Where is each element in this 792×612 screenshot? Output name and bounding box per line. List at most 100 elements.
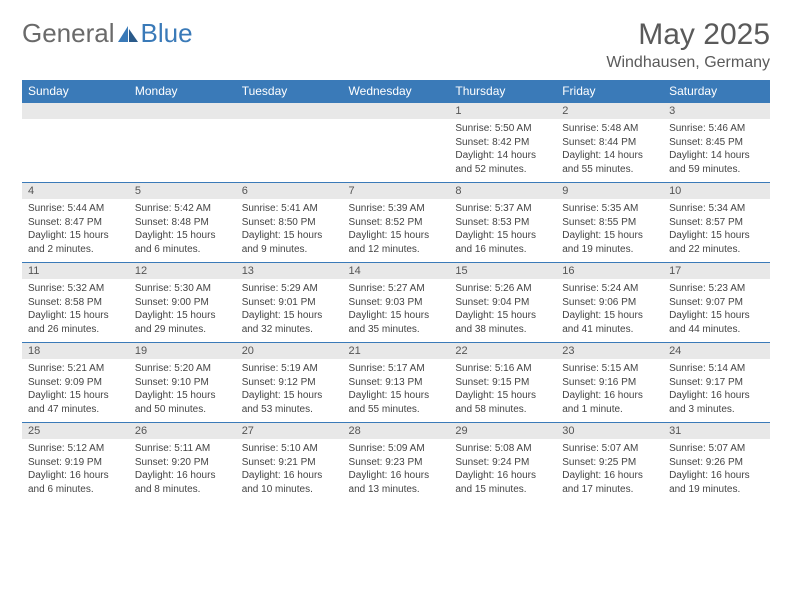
sunrise-text: Sunrise: 5:39 AM: [349, 202, 444, 216]
day-content-cell: Sunrise: 5:20 AMSunset: 9:10 PMDaylight:…: [129, 359, 236, 423]
day-content-cell: Sunrise: 5:29 AMSunset: 9:01 PMDaylight:…: [236, 279, 343, 343]
daylight2-text: and 15 minutes.: [455, 483, 550, 497]
daylight1-text: Daylight: 15 hours: [455, 229, 550, 243]
sunrise-text: Sunrise: 5:17 AM: [349, 362, 444, 376]
day-content-cell: Sunrise: 5:15 AMSunset: 9:16 PMDaylight:…: [556, 359, 663, 423]
sunrise-text: Sunrise: 5:07 AM: [562, 442, 657, 456]
daylight1-text: Daylight: 14 hours: [562, 149, 657, 163]
day-number-cell: 23: [556, 343, 663, 360]
logo-text-general: General: [22, 18, 115, 49]
daylight1-text: Daylight: 16 hours: [28, 469, 123, 483]
sunrise-text: Sunrise: 5:12 AM: [28, 442, 123, 456]
calendar-table: Sunday Monday Tuesday Wednesday Thursday…: [22, 80, 770, 502]
day-number-cell: 3: [663, 103, 770, 120]
day-content-cell: Sunrise: 5:19 AMSunset: 9:12 PMDaylight:…: [236, 359, 343, 423]
daylight1-text: Daylight: 15 hours: [28, 229, 123, 243]
daylight1-text: Daylight: 16 hours: [669, 389, 764, 403]
daylight1-text: Daylight: 14 hours: [455, 149, 550, 163]
day-number-cell: 18: [22, 343, 129, 360]
sunrise-text: Sunrise: 5:41 AM: [242, 202, 337, 216]
day-content-row: Sunrise: 5:44 AMSunset: 8:47 PMDaylight:…: [22, 199, 770, 263]
day-content-row: Sunrise: 5:12 AMSunset: 9:19 PMDaylight:…: [22, 439, 770, 502]
day-content-cell: Sunrise: 5:48 AMSunset: 8:44 PMDaylight:…: [556, 119, 663, 183]
sunrise-text: Sunrise: 5:07 AM: [669, 442, 764, 456]
daylight1-text: Daylight: 16 hours: [455, 469, 550, 483]
day-number-cell: 13: [236, 263, 343, 280]
day-content-cell: Sunrise: 5:30 AMSunset: 9:00 PMDaylight:…: [129, 279, 236, 343]
daylight2-text: and 22 minutes.: [669, 243, 764, 257]
daylight1-text: Daylight: 15 hours: [349, 309, 444, 323]
day-header: Tuesday: [236, 80, 343, 103]
day-header: Saturday: [663, 80, 770, 103]
daylight1-text: Daylight: 16 hours: [669, 469, 764, 483]
sunset-text: Sunset: 8:53 PM: [455, 216, 550, 230]
day-content-cell: [129, 119, 236, 183]
day-content-cell: Sunrise: 5:16 AMSunset: 9:15 PMDaylight:…: [449, 359, 556, 423]
sunrise-text: Sunrise: 5:29 AM: [242, 282, 337, 296]
month-title: May 2025: [606, 18, 770, 52]
sunrise-text: Sunrise: 5:44 AM: [28, 202, 123, 216]
sunset-text: Sunset: 9:20 PM: [135, 456, 230, 470]
day-content-cell: Sunrise: 5:42 AMSunset: 8:48 PMDaylight:…: [129, 199, 236, 263]
sunset-text: Sunset: 9:25 PM: [562, 456, 657, 470]
daylight1-text: Daylight: 15 hours: [28, 309, 123, 323]
sunrise-text: Sunrise: 5:20 AM: [135, 362, 230, 376]
sunrise-text: Sunrise: 5:14 AM: [669, 362, 764, 376]
logo: General Blue: [22, 18, 193, 49]
daylight1-text: Daylight: 16 hours: [349, 469, 444, 483]
sunset-text: Sunset: 8:55 PM: [562, 216, 657, 230]
daylight1-text: Daylight: 15 hours: [242, 309, 337, 323]
sunset-text: Sunset: 9:19 PM: [28, 456, 123, 470]
day-number-cell: 9: [556, 183, 663, 200]
day-header: Monday: [129, 80, 236, 103]
sunrise-text: Sunrise: 5:34 AM: [669, 202, 764, 216]
day-content-cell: Sunrise: 5:12 AMSunset: 9:19 PMDaylight:…: [22, 439, 129, 502]
day-number-cell: 20: [236, 343, 343, 360]
sunset-text: Sunset: 9:07 PM: [669, 296, 764, 310]
day-content-cell: Sunrise: 5:17 AMSunset: 9:13 PMDaylight:…: [343, 359, 450, 423]
sunset-text: Sunset: 8:57 PM: [669, 216, 764, 230]
day-header: Wednesday: [343, 80, 450, 103]
day-number-cell: 11: [22, 263, 129, 280]
daylight1-text: Daylight: 15 hours: [242, 389, 337, 403]
daylight2-text: and 47 minutes.: [28, 403, 123, 417]
sunset-text: Sunset: 8:50 PM: [242, 216, 337, 230]
daylight2-text: and 44 minutes.: [669, 323, 764, 337]
sunrise-text: Sunrise: 5:46 AM: [669, 122, 764, 136]
day-content-row: Sunrise: 5:50 AMSunset: 8:42 PMDaylight:…: [22, 119, 770, 183]
day-content-cell: Sunrise: 5:14 AMSunset: 9:17 PMDaylight:…: [663, 359, 770, 423]
day-number-cell: 15: [449, 263, 556, 280]
sunset-text: Sunset: 9:03 PM: [349, 296, 444, 310]
day-content-row: Sunrise: 5:32 AMSunset: 8:58 PMDaylight:…: [22, 279, 770, 343]
day-number-cell: [22, 103, 129, 120]
sunset-text: Sunset: 9:16 PM: [562, 376, 657, 390]
daylight2-text: and 29 minutes.: [135, 323, 230, 337]
day-content-cell: Sunrise: 5:27 AMSunset: 9:03 PMDaylight:…: [343, 279, 450, 343]
sunrise-text: Sunrise: 5:15 AM: [562, 362, 657, 376]
sunset-text: Sunset: 9:26 PM: [669, 456, 764, 470]
day-number-row: 11121314151617: [22, 263, 770, 280]
daylight2-text: and 58 minutes.: [455, 403, 550, 417]
sunset-text: Sunset: 9:17 PM: [669, 376, 764, 390]
sunset-text: Sunset: 9:09 PM: [28, 376, 123, 390]
sunrise-text: Sunrise: 5:37 AM: [455, 202, 550, 216]
day-number-cell: 16: [556, 263, 663, 280]
day-number-cell: 29: [449, 423, 556, 440]
day-number-cell: 31: [663, 423, 770, 440]
sunrise-text: Sunrise: 5:11 AM: [135, 442, 230, 456]
day-number-cell: 4: [22, 183, 129, 200]
day-content-cell: Sunrise: 5:39 AMSunset: 8:52 PMDaylight:…: [343, 199, 450, 263]
daylight1-text: Daylight: 15 hours: [669, 229, 764, 243]
day-content-cell: Sunrise: 5:07 AMSunset: 9:26 PMDaylight:…: [663, 439, 770, 502]
daylight1-text: Daylight: 15 hours: [135, 389, 230, 403]
day-content-cell: Sunrise: 5:07 AMSunset: 9:25 PMDaylight:…: [556, 439, 663, 502]
daylight2-text: and 50 minutes.: [135, 403, 230, 417]
daylight2-text: and 26 minutes.: [28, 323, 123, 337]
day-content-cell: Sunrise: 5:34 AMSunset: 8:57 PMDaylight:…: [663, 199, 770, 263]
day-number-cell: [236, 103, 343, 120]
sunrise-text: Sunrise: 5:19 AM: [242, 362, 337, 376]
daylight2-text: and 32 minutes.: [242, 323, 337, 337]
day-content-cell: Sunrise: 5:10 AMSunset: 9:21 PMDaylight:…: [236, 439, 343, 502]
sunset-text: Sunset: 9:23 PM: [349, 456, 444, 470]
daylight2-text: and 19 minutes.: [562, 243, 657, 257]
